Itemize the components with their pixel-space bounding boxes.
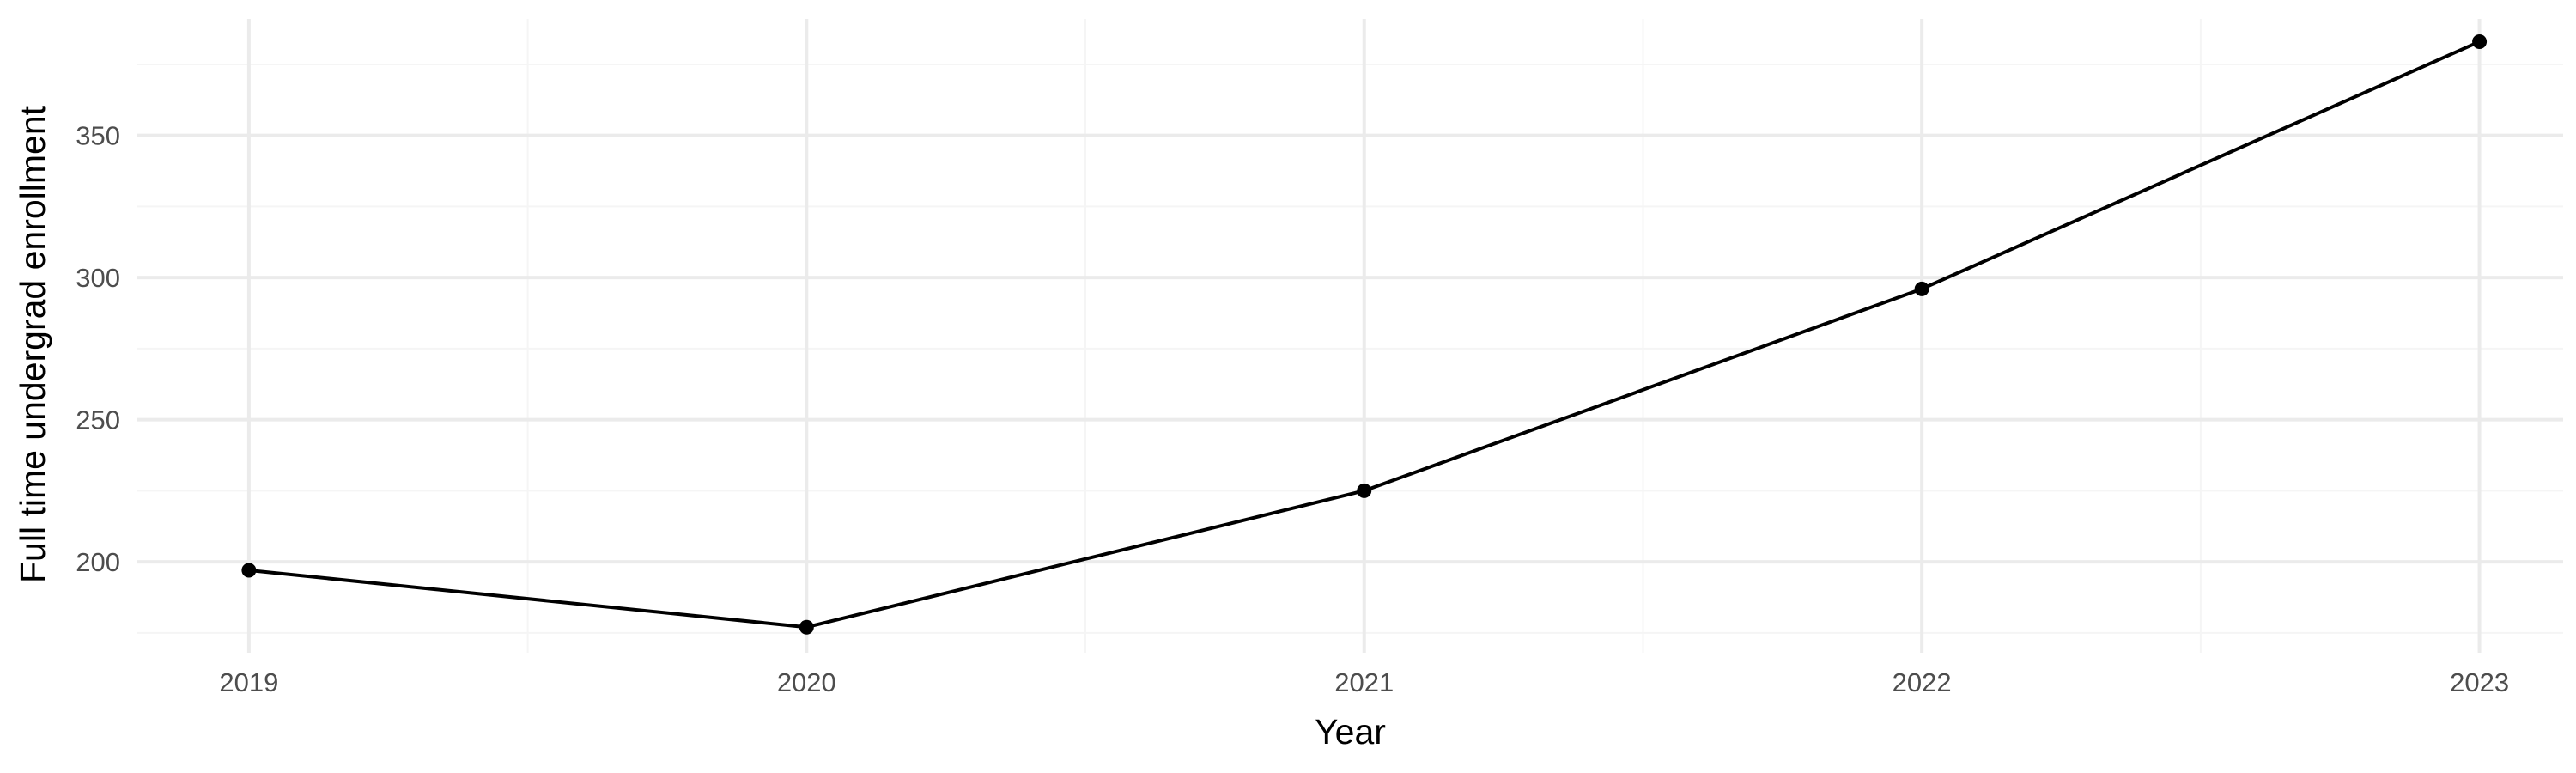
y-axis-title: Full time undergrad enrollment — [13, 105, 52, 583]
major-gridlines — [137, 19, 2563, 653]
y-axis-tick-labels: 200 250 300 350 — [76, 121, 120, 577]
x-tick-label: 2019 — [219, 667, 278, 697]
x-tick-label: 2022 — [1893, 667, 1952, 697]
x-axis-title: Year — [1315, 712, 1386, 752]
y-tick-label: 200 — [76, 547, 120, 577]
data-point-2019 — [241, 563, 257, 578]
x-tick-label: 2020 — [777, 667, 836, 697]
x-tick-label: 2023 — [2450, 667, 2509, 697]
data-point-2020 — [799, 619, 814, 635]
y-tick-label: 300 — [76, 263, 120, 293]
data-point-2023 — [2472, 33, 2488, 49]
data-point-2022 — [1914, 281, 1929, 296]
data-point-2021 — [1357, 483, 1372, 498]
minor-gridlines — [137, 19, 2563, 653]
series-layer — [241, 33, 2488, 635]
y-tick-label: 350 — [76, 121, 120, 151]
x-tick-label: 2021 — [1334, 667, 1394, 697]
y-tick-label: 250 — [76, 405, 120, 435]
x-axis-tick-labels: 2019 2020 2021 2022 2023 — [219, 667, 2509, 697]
